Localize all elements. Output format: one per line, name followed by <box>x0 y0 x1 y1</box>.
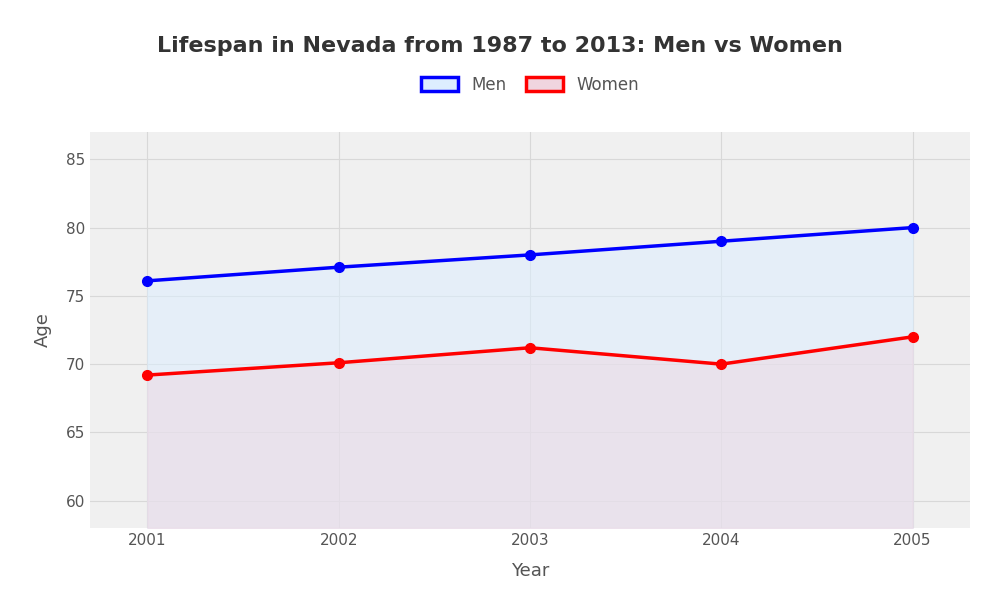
Text: Lifespan in Nevada from 1987 to 2013: Men vs Women: Lifespan in Nevada from 1987 to 2013: Me… <box>157 36 843 56</box>
Y-axis label: Age: Age <box>34 313 52 347</box>
Legend: Men, Women: Men, Women <box>414 69 646 100</box>
X-axis label: Year: Year <box>511 562 549 580</box>
